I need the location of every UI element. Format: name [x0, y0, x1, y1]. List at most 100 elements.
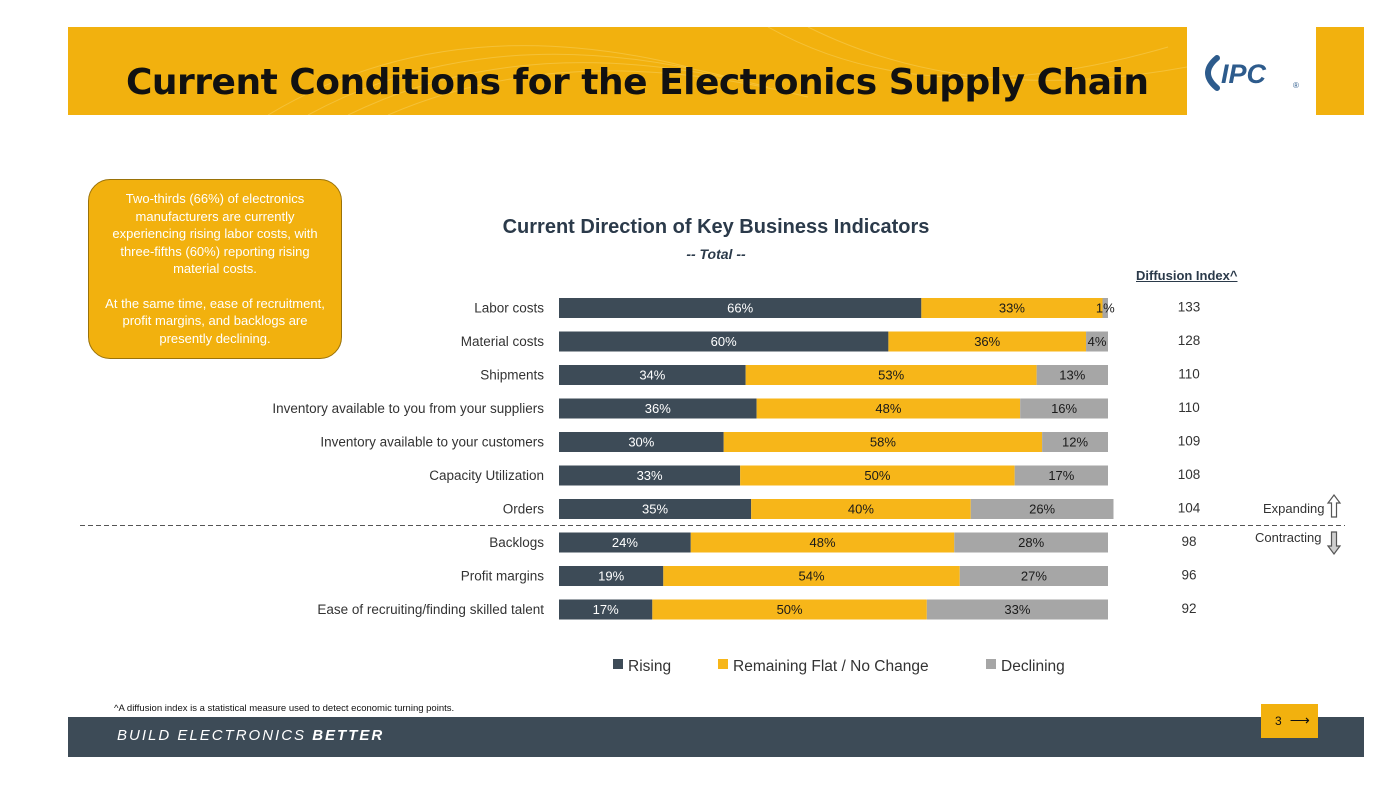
data-label: 16%: [1051, 401, 1077, 416]
callout-paragraph-2: At the same time, ease of recruitment, p…: [105, 295, 325, 346]
banner-pattern: [267, 27, 1187, 115]
expanding-label: Expanding: [1263, 501, 1325, 516]
arrow-up-icon: [1326, 494, 1342, 518]
category-label: Shipments: [480, 368, 544, 383]
chart-title: Current Direction of Key Business Indica…: [502, 216, 930, 238]
category-label: Labor costs: [474, 301, 544, 316]
diffusion-index-value: 110: [1178, 400, 1200, 415]
bar-segment-flat: [723, 432, 1043, 452]
data-label: 12%: [1062, 435, 1088, 450]
diffusion-index-value: 96: [1181, 568, 1196, 583]
data-label: 28%: [1018, 535, 1044, 550]
footnote: ^A diffusion index is a statistical meas…: [114, 703, 455, 714]
data-label: 1%: [1096, 301, 1115, 316]
data-label: 13%: [1059, 368, 1085, 383]
bar-segment-flat: [663, 566, 960, 586]
data-label: 33%: [637, 468, 663, 483]
category-label: Backlogs: [489, 535, 544, 550]
diffusion-index-value: 92: [1181, 601, 1196, 616]
data-label: 60%: [711, 334, 737, 349]
bar-segment-rising: [559, 566, 664, 586]
contracting-label: Contracting: [1255, 530, 1322, 545]
diffusion-index-value: 133: [1178, 300, 1201, 315]
bar-segment-flat: [751, 499, 971, 519]
page-number: 3: [1275, 714, 1282, 728]
header-banner-edge: [1316, 27, 1364, 115]
logo-registered: ®: [1293, 81, 1299, 90]
bar-segment-declining: [1020, 398, 1108, 419]
data-label: 24%: [612, 535, 638, 550]
data-label: 50%: [777, 602, 803, 617]
data-label: 54%: [799, 569, 825, 584]
legend-swatch: [718, 659, 728, 669]
diffusion-index-value: 109: [1178, 434, 1201, 449]
data-label: 35%: [642, 502, 668, 517]
bar-segment-rising: [559, 532, 691, 553]
category-label: Inventory available to you from your sup…: [272, 401, 544, 416]
next-page-button[interactable]: 3 ⟶: [1261, 704, 1318, 738]
data-label: 17%: [593, 602, 619, 617]
bar-segment-rising: [559, 465, 741, 486]
data-label: 34%: [639, 368, 665, 383]
data-label: 33%: [1004, 602, 1030, 617]
legend-swatch: [613, 659, 623, 669]
diffusion-index-header: Diffusion Index^: [1136, 268, 1238, 283]
bar-segment-rising: [559, 365, 746, 385]
data-label: 53%: [878, 368, 904, 383]
bar-segment-flat: [690, 532, 955, 553]
diffusion-index-value: 108: [1178, 467, 1201, 482]
tagline-bold: BETTER: [312, 727, 385, 744]
chart-subtitle: -- Total --: [686, 246, 746, 262]
bar-segment-rising: [559, 298, 922, 318]
diffusion-index-value: 110: [1178, 367, 1200, 382]
data-label: 40%: [848, 502, 874, 517]
legend-swatch: [986, 659, 996, 669]
bar-segment-rising: [559, 432, 724, 452]
bar-segment-declining: [926, 599, 1108, 620]
bar-segment-flat: [745, 365, 1037, 385]
bar-segment-rising: [559, 599, 653, 620]
bar-segment-declining: [1042, 432, 1108, 452]
bar-segment-flat: [740, 465, 1015, 486]
page-title: Current Conditions for the Electronics S…: [126, 62, 1149, 103]
bar-segment-rising: [559, 499, 752, 519]
callout-paragraph-1: Two-thirds (66%) of electronics manufact…: [112, 191, 318, 276]
header-banner: [68, 27, 1187, 115]
data-label: 48%: [875, 401, 901, 416]
legend-entry: Remaining Flat / No Change: [733, 658, 929, 675]
diffusion-index-value: 98: [1181, 534, 1196, 549]
category-label: Ease of recruiting/finding skilled talen…: [317, 602, 544, 617]
bar-segment-rising: [559, 398, 757, 419]
category-label: Capacity Utilization: [429, 468, 544, 483]
category-label: Profit margins: [461, 569, 545, 584]
data-label: 17%: [1048, 468, 1074, 483]
data-label: 50%: [864, 468, 890, 483]
data-label: 27%: [1021, 569, 1047, 584]
category-label: Inventory available to your customers: [320, 435, 544, 450]
ipc-logo: IPC ®: [1195, 48, 1305, 98]
legend-entry: Declining: [1001, 658, 1065, 675]
legend-entry: Rising: [628, 658, 671, 675]
data-label: 48%: [810, 535, 836, 550]
footer-bar: [68, 717, 1364, 757]
diffusion-index-value: 128: [1178, 333, 1201, 348]
data-label: 19%: [598, 569, 624, 584]
footer-tagline: BUILD ELECTRONICS BETTER: [117, 727, 384, 744]
data-label: 4%: [1088, 334, 1107, 349]
bar-segment-flat: [921, 298, 1103, 318]
bar-segment-declining: [1036, 365, 1108, 385]
data-label: 30%: [628, 435, 654, 450]
bar-segment-declining: [959, 566, 1108, 586]
bar-segment-rising: [559, 331, 889, 352]
arrow-right-icon: ⟶: [1289, 712, 1310, 728]
data-label: 36%: [974, 334, 1000, 349]
logo-text: IPC: [1221, 59, 1267, 89]
data-label: 66%: [727, 301, 753, 316]
category-label: Material costs: [461, 334, 545, 349]
bar-segment-declining: [970, 499, 1114, 519]
summary-callout: Two-thirds (66%) of electronics manufact…: [88, 179, 342, 359]
arrow-down-icon: [1326, 531, 1342, 555]
bar-segment-flat: [756, 398, 1021, 419]
data-label: 36%: [645, 401, 671, 416]
